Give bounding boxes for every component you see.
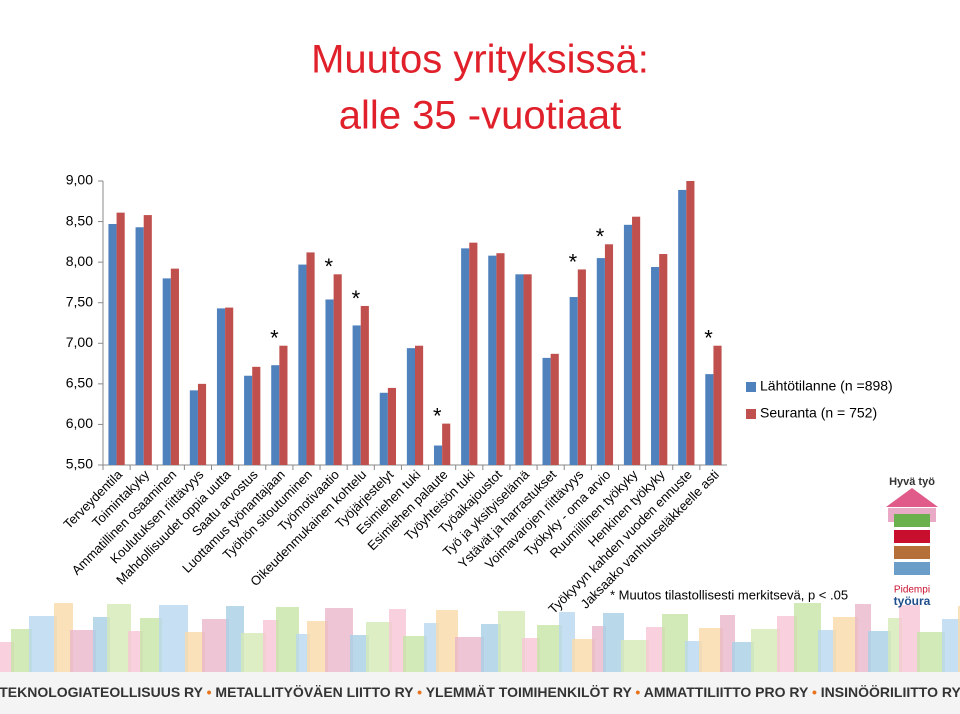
bar <box>279 345 288 465</box>
bar <box>569 297 578 465</box>
bar <box>225 307 234 465</box>
bar <box>469 242 478 465</box>
bar <box>406 348 415 465</box>
bar <box>216 308 226 465</box>
bar <box>197 383 207 465</box>
logo-text: työura <box>894 594 931 608</box>
legend-label: Seuranta (n = 752) <box>760 405 877 421</box>
bar <box>577 269 586 465</box>
bar <box>143 215 152 465</box>
bar <box>306 252 315 465</box>
bar <box>442 423 451 465</box>
bar <box>632 216 641 465</box>
bar <box>659 254 668 465</box>
bar <box>170 268 179 465</box>
bar <box>550 353 559 465</box>
legend-swatch <box>746 409 756 419</box>
annotation: * <box>569 249 578 274</box>
bar <box>596 258 605 465</box>
bar <box>387 387 397 465</box>
chart-title: Muutos yrityksissä: <box>311 38 649 82</box>
annotation: * <box>704 326 713 351</box>
y-tick-label: 6,50 <box>66 375 93 391</box>
y-tick-label: 8,50 <box>66 212 93 228</box>
bar <box>360 305 369 465</box>
chart-subtitle: alle 35 -vuotiaat <box>339 94 621 138</box>
bar <box>515 274 524 465</box>
logo-text: Pidempi <box>894 585 930 596</box>
y-tick-label: 6,00 <box>66 415 93 431</box>
bar <box>252 366 261 465</box>
bar <box>135 227 144 465</box>
y-tick-label: 9,00 <box>66 172 93 188</box>
footer-org: AMMATTILIITTO PRO RY <box>644 684 809 700</box>
y-tick-label: 7,50 <box>66 293 93 309</box>
footer-org: METALLITYÖVÄEN LIITTO RY <box>215 684 414 700</box>
bar <box>379 392 388 465</box>
bar <box>189 390 198 465</box>
bar <box>542 357 551 465</box>
bar <box>271 365 280 465</box>
bar <box>116 212 125 465</box>
footer-band <box>0 672 960 714</box>
bar <box>686 181 695 465</box>
bar <box>678 189 687 465</box>
bar <box>162 278 171 465</box>
y-tick-label: 8,00 <box>66 253 93 269</box>
y-tick-label: 5,50 <box>66 456 93 472</box>
bar <box>604 244 614 465</box>
bar <box>461 248 470 465</box>
logo: Hyvä työ Pidempi työura <box>886 476 938 608</box>
annotation: * <box>433 403 442 428</box>
y-tick-label: 7,00 <box>66 334 93 350</box>
bar <box>713 345 722 465</box>
footer-org: INSINÖÖRILIITTO RY <box>821 684 960 700</box>
annotation: * <box>270 326 279 351</box>
bar <box>352 325 361 465</box>
bar <box>244 375 253 465</box>
bar <box>623 224 633 465</box>
bar <box>415 345 424 465</box>
bar <box>496 253 505 465</box>
bar <box>108 224 117 465</box>
footer: TEKNOLOGIATEOLLISUUS RY • METALLITYÖVÄEN… <box>0 684 960 700</box>
bar <box>433 445 443 465</box>
footer-org: TEKNOLOGIATEOLLISUUS RY <box>0 684 204 700</box>
bar <box>488 255 497 465</box>
bar <box>333 274 342 465</box>
legend-label: Lähtötilanne (n =898) <box>760 378 893 394</box>
bar <box>298 264 307 465</box>
annotation: * <box>596 224 605 249</box>
footer-text: TEKNOLOGIATEOLLISUUS RY • METALLITYÖVÄEN… <box>0 684 960 700</box>
bar <box>705 374 714 465</box>
bar <box>325 299 334 465</box>
annotation: * <box>352 286 361 311</box>
footer-org: YLEMMÄT TOIMIHENKILÖT RY <box>426 684 633 700</box>
bar <box>651 267 660 465</box>
legend-swatch <box>746 382 756 392</box>
bar <box>523 274 532 465</box>
logo-text: Hyvä työ <box>889 476 935 488</box>
skyline <box>0 603 960 672</box>
annotation: * <box>324 254 333 279</box>
footnote: * Muutos tilastollisesti merkitsevä, p <… <box>610 587 848 602</box>
